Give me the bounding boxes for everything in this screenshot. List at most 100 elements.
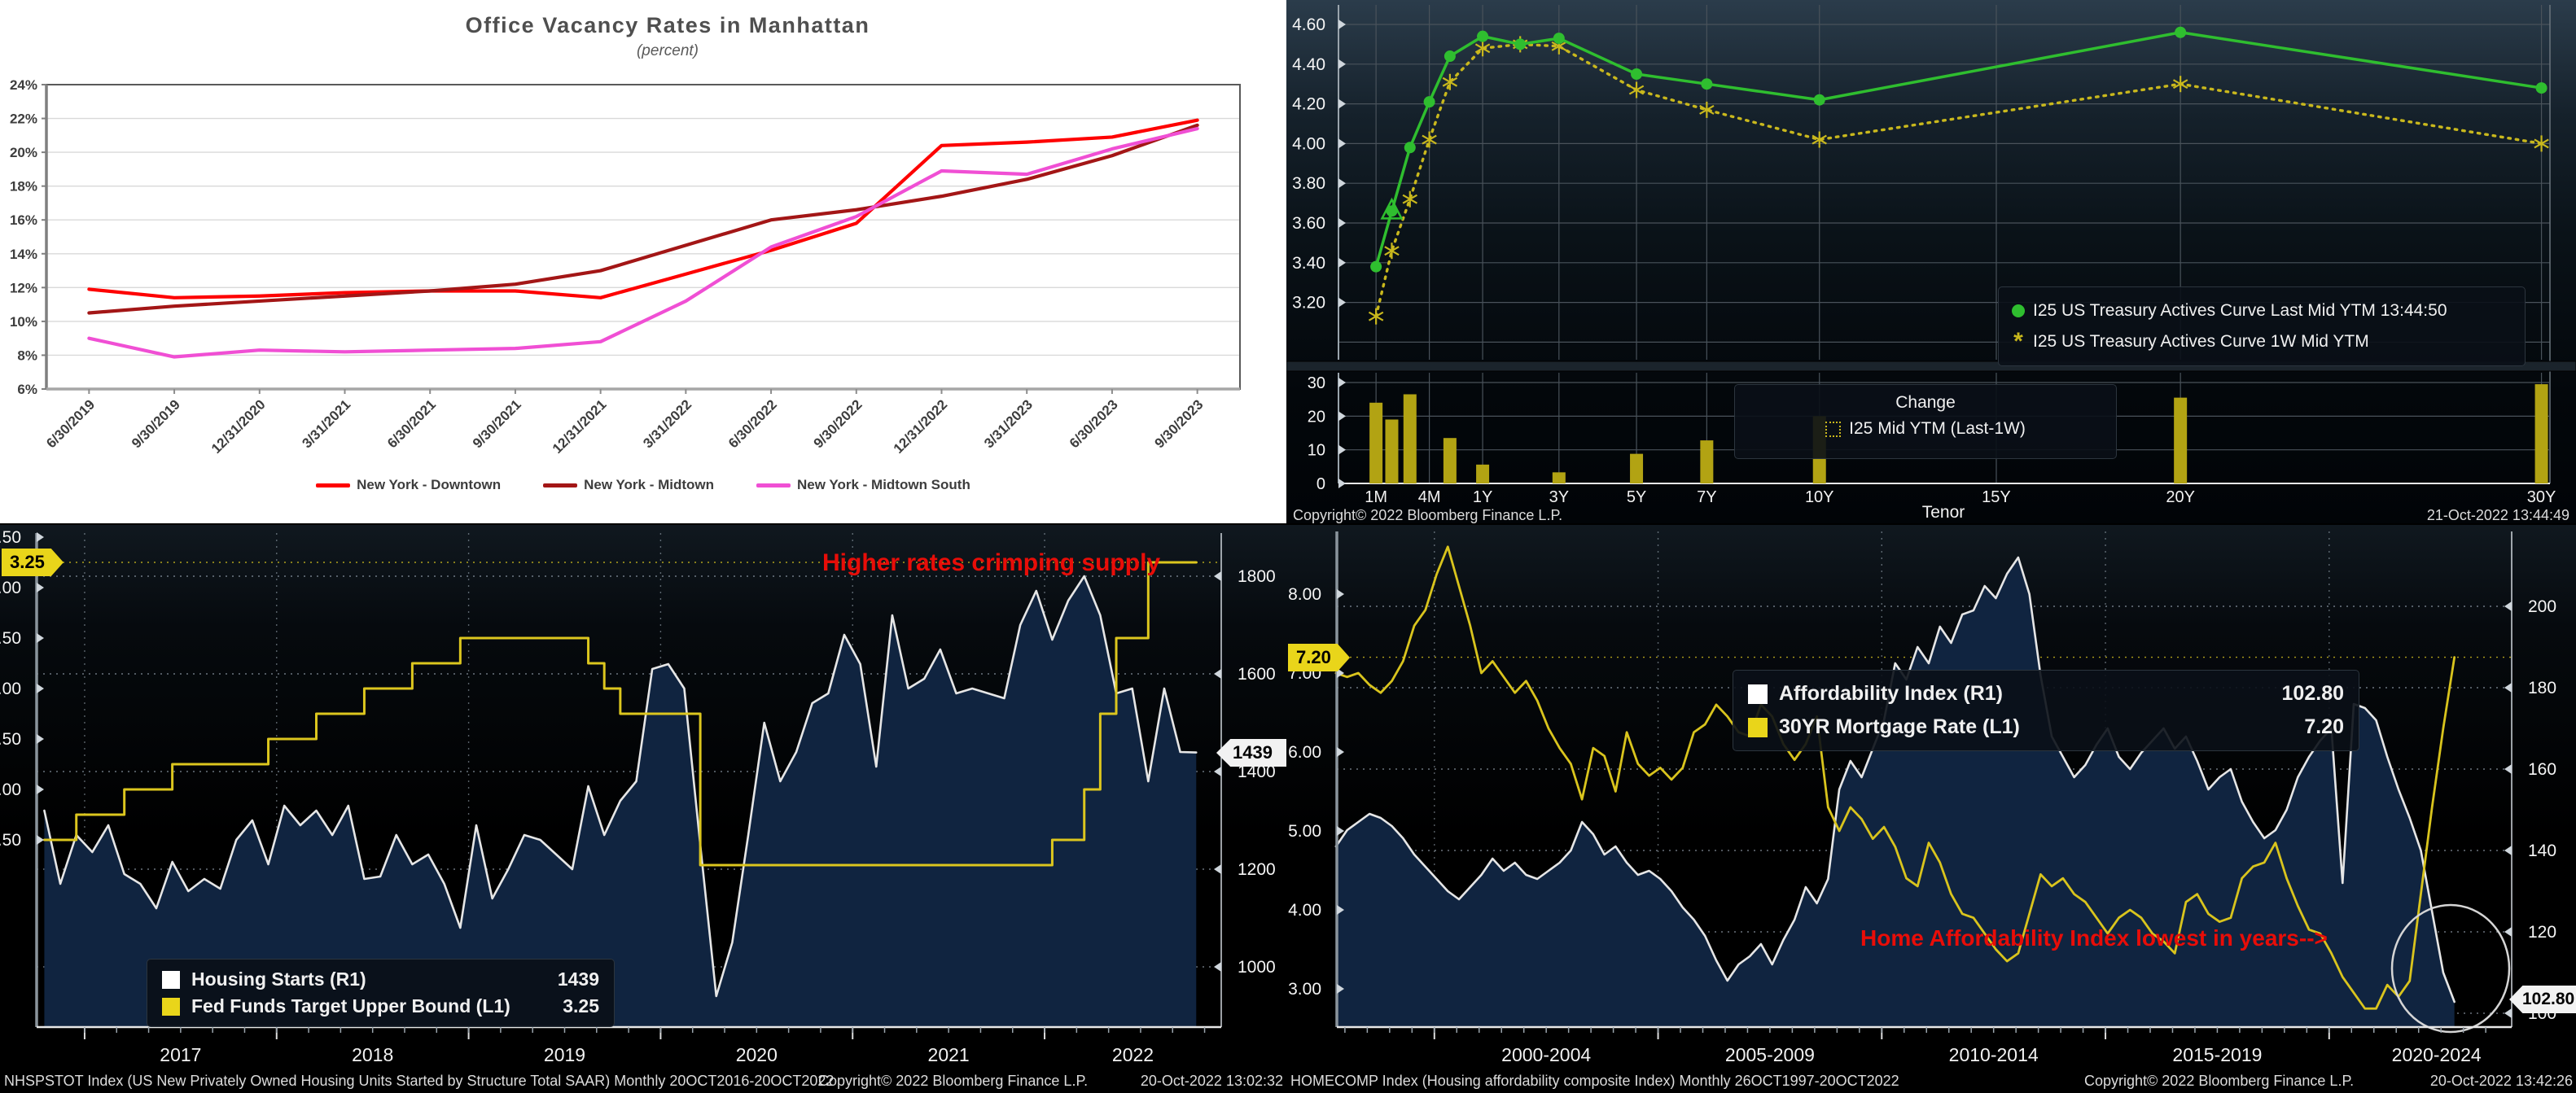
axis-tick-arrow-icon: [37, 734, 44, 744]
axis-tick-arrow-icon: [1337, 826, 1344, 836]
change-bar: [1443, 438, 1457, 483]
lower-y-axis-label: 20: [1308, 408, 1325, 426]
year-label: 2017: [160, 1044, 202, 1065]
right-axis-label: 200: [2528, 597, 2556, 616]
left-axis-label: 1.00: [0, 780, 21, 799]
x-axis-label: 9/30/2021: [470, 396, 524, 451]
year-range-label: 2005-2009: [1724, 1044, 1815, 1065]
tenor-tick-label: 15Y: [1982, 488, 2011, 506]
right-axis-label: 160: [2528, 760, 2556, 779]
asterisk-marker-icon: [1442, 77, 1458, 87]
axis-tick-arrow-icon: [1214, 767, 1221, 776]
change-bar: [1369, 402, 1383, 483]
legend-label: I25 Mid YTM (Last-1W): [1849, 419, 2026, 438]
axis-tick-arrow-icon: [1338, 444, 1346, 455]
y-axis-label: 16%: [10, 212, 37, 228]
upper-y-axis-label: 3.20: [1292, 294, 1325, 313]
housing-footer-timestamp: 20-Oct-2022 13:02:32: [1140, 1073, 1283, 1089]
vacancy-series-line: [87, 118, 1199, 299]
tenor-tick-label: 10Y: [1804, 488, 1834, 506]
fed-funds-step-line: [42, 561, 1198, 867]
asterisk-marker-icon: [1699, 104, 1715, 115]
x-axis-label: 6/30/2021: [384, 396, 439, 451]
tenor-tick-label: 1Y: [1472, 488, 1493, 506]
axis-tick-arrow-icon: [2504, 1008, 2512, 1018]
axis-tick-arrow-icon: [1338, 218, 1346, 228]
white-square-swatch: [162, 970, 180, 989]
right-axis-label: 1000: [1238, 958, 1276, 977]
housing-legend: Housing Starts (R1) 1439 Fed Funds Targe…: [147, 959, 615, 1027]
axis-tick-arrow-icon: [1338, 378, 1346, 388]
dot-marker-icon: [2535, 82, 2548, 94]
change-bar: [1385, 419, 1399, 483]
change-legend-title: Change: [1895, 393, 1956, 412]
year-range-label: 2010-2014: [1948, 1044, 2039, 1065]
legend-item-housing-starts: Housing Starts (R1) 1439: [162, 968, 599, 990]
axis-tick-arrow-icon: [1337, 984, 1344, 994]
x-axis-label: 6/30/2022: [725, 396, 780, 451]
x-axis-label: 9/30/2022: [811, 396, 865, 451]
affordability-footer-ticker: HOMECOMP Index (Housing affordability co…: [1290, 1073, 1899, 1089]
affordability-line: [1334, 556, 2456, 1003]
axis-tick-arrow-icon: [37, 785, 44, 794]
manhattan-chart-canvas: 6% 8% 10% 12% 14% 16% 18% 20% 22% 24% 6/30/2019 9/3…: [10, 77, 1241, 457]
axis-tick-arrow-icon: [1338, 479, 1346, 488]
tenor-axis-title: Tenor: [1921, 503, 1965, 522]
legend-item-mortgage-rate: 30YR Mortgage Rate (L1) 7.20: [1748, 715, 2344, 739]
green-dot-icon: [2012, 304, 2025, 317]
change-bar: [1403, 394, 1417, 483]
asterisk-marker-icon: [1812, 134, 1827, 145]
legend-item-midtown-south: New York - Midtown South: [756, 477, 970, 493]
axis-tick-arrow-icon: [1214, 571, 1221, 581]
housing-annotation: Higher rates crimping supply: [822, 549, 1161, 576]
legend-label: New York - Midtown South: [797, 477, 970, 492]
left-axis-label: 3.00: [1288, 980, 1321, 999]
dot-marker-icon: [1477, 30, 1489, 42]
legend-item-fed-funds: Fed Funds Target Upper Bound (L1) 3.25: [162, 995, 599, 1017]
1w-curve-line: [1374, 42, 2543, 318]
legend-label: New York - Midtown: [584, 477, 715, 492]
asterisk-marker-icon: [1474, 43, 1491, 54]
legend-item-midtown: New York - Midtown: [543, 477, 714, 493]
year-range-label: 2015-2019: [2172, 1044, 2263, 1065]
y-axis-label: 8%: [17, 348, 37, 363]
affordability-legend: Affordability Index (R1) 102.80 30YR Mor…: [1733, 670, 2359, 751]
axis-tick-arrow-icon: [1337, 905, 1344, 915]
y-axis-label: 14%: [10, 247, 37, 262]
asterisk-marker-icon: [1402, 194, 1418, 204]
tenor-tick-label: 3Y: [1549, 488, 1570, 506]
legend-label: 30YR Mortgage Rate (L1): [1779, 715, 2020, 738]
year-label: 2019: [543, 1044, 586, 1065]
x-axis-label: 12/31/2020: [208, 396, 269, 457]
triangle-marker-icon: [1380, 197, 1404, 220]
x-axis-label: 9/30/2019: [129, 396, 183, 451]
asterisk-marker-icon: [1551, 41, 1567, 51]
legend-label: Affordability Index (R1): [1779, 682, 2004, 705]
legend-value: 7.20: [2304, 715, 2344, 738]
manhattan-vacancy-chart: 6% 8% 10% 12% 14% 16% 18% 20% 22% 24% 6/30/2019 9/3…: [0, 0, 1286, 523]
dot-marker-icon: [1386, 205, 1398, 217]
y-axis-label: 20%: [10, 145, 37, 160]
tenor-tick-label: 4M: [1417, 488, 1441, 506]
legend-item-downtown: New York - Downtown: [316, 477, 501, 493]
axis-tick-arrow-icon: [1337, 747, 1344, 757]
right-axis-label: 120: [2528, 923, 2556, 942]
upper-y-axis-label: 3.80: [1292, 174, 1325, 193]
right-axis-label: 1200: [1238, 860, 1276, 879]
axis-tick-arrow-icon: [2504, 846, 2512, 855]
axis-tick-arrow-icon: [2504, 764, 2512, 774]
left-axis-label: 3.00: [0, 579, 21, 597]
change-legend-item: I25 Mid YTM (Last-1W): [1745, 419, 2106, 439]
treasury-chart-canvas: 4.60 4.40 4.20 4.00 3.80 3.60 3.40 3.20 30 20 10 0: [1286, 5, 2576, 493]
mortgage-rate-axis-badge: 7.20: [1288, 644, 1350, 671]
right-axis-label: 140: [2528, 842, 2556, 860]
axis-tick-arrow-icon: [1338, 257, 1346, 268]
housing-footer-ticker: NHSPSTOT Index (US New Privately Owned H…: [4, 1073, 835, 1089]
change-bar: [1700, 440, 1714, 483]
year-range-label: 2020-2024: [2391, 1044, 2482, 1065]
change-bar: [1476, 464, 1490, 483]
upper-y-axis-label: 4.60: [1292, 15, 1325, 34]
legend-value: 102.80: [2281, 682, 2344, 705]
manhattan-legend: New York - Downtown New York - Midtown N…: [0, 477, 1286, 493]
asterisk-marker-icon: [1628, 85, 1645, 95]
